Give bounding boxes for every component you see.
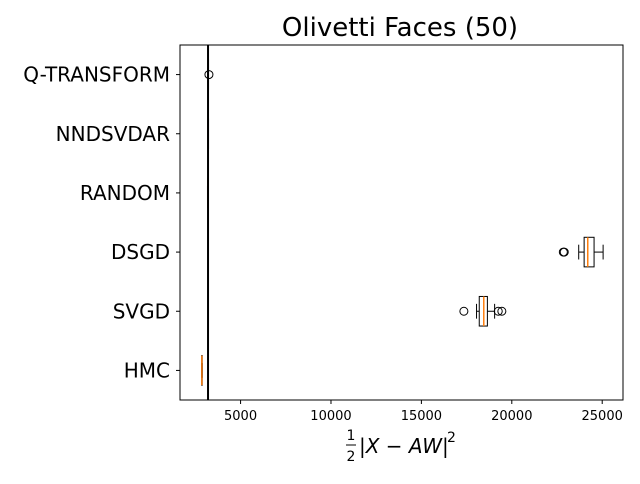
y-tick-label: RANDOM [80, 181, 170, 205]
x-tick-label: 5000 [224, 409, 257, 424]
box-dsgd [583, 236, 595, 268]
x-label-exponent: 2 [447, 430, 456, 446]
flier-point [559, 247, 569, 257]
x-label-numerator: 1 [347, 428, 356, 444]
y-tick-label: NNDSVDAR [56, 122, 170, 146]
x-tick-label: 20000 [491, 409, 532, 424]
y-tick-label: HMC [124, 358, 170, 382]
x-tick-label: 25000 [582, 409, 623, 424]
flier-point [493, 306, 503, 316]
x-tick-label: 15000 [401, 409, 442, 424]
x-label-denominator: 2 [347, 449, 356, 465]
flier-point [459, 306, 469, 316]
x-label-expression: |X − AW| [359, 434, 449, 458]
y-tick-label: Q-TRANSFORM [23, 63, 170, 87]
x-tick-label: 10000 [310, 409, 351, 424]
chart-marks: 5000 10000 15000 20000 25000 HMC SVGD DSGD RANDO… [23, 45, 623, 424]
flier-point [497, 306, 507, 316]
y-tick-label: SVGD [113, 299, 170, 323]
plot-frame [179, 44, 624, 401]
x-axis-label: 1 2 |X − AW| 2 [346, 428, 456, 465]
y-tick-label: DSGD [111, 240, 170, 264]
chart-title: Olivetti Faces (50) [282, 13, 518, 43]
